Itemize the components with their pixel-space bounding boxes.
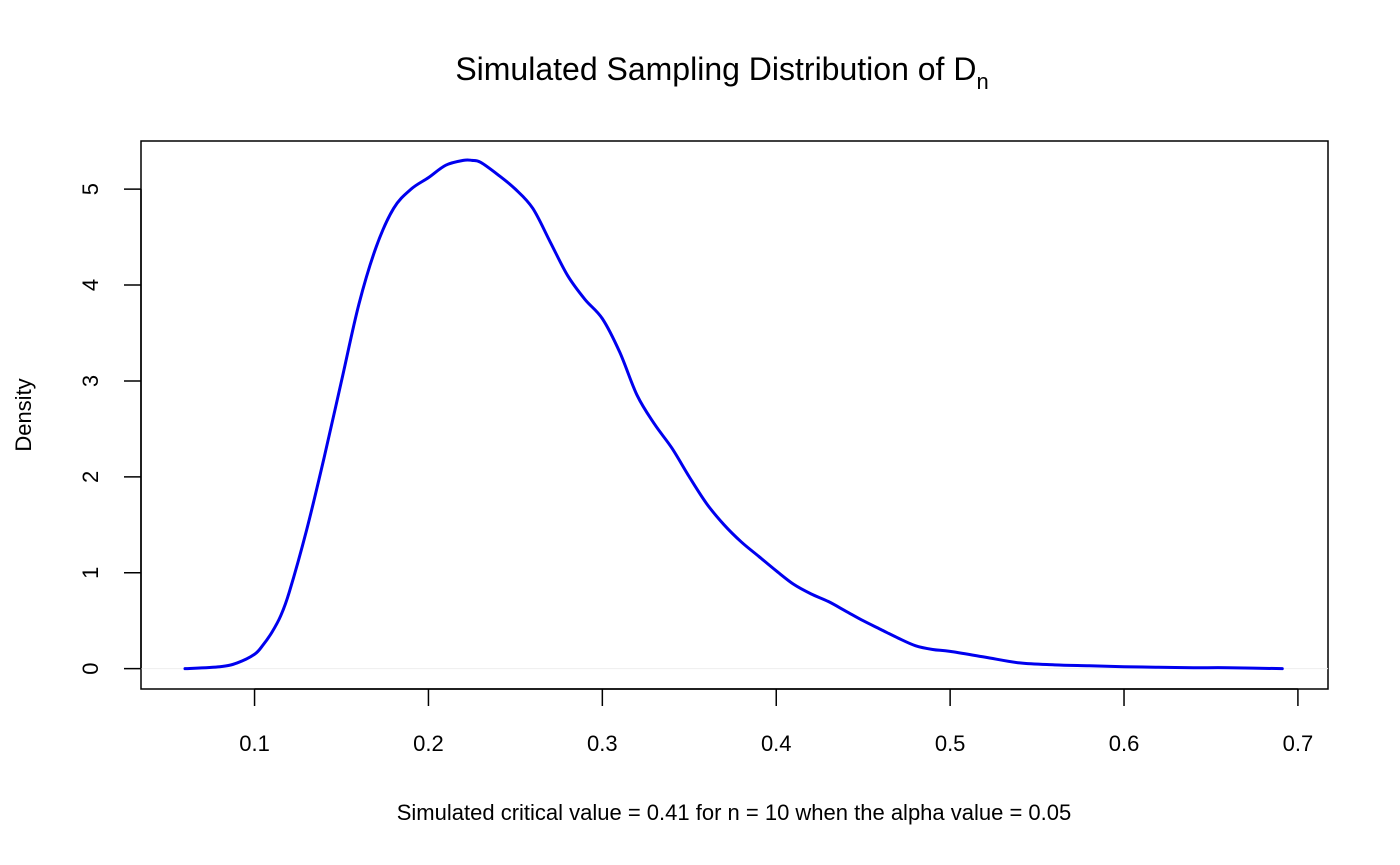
x-tick-label: 0.3 <box>587 731 618 756</box>
x-tick-label: 0.4 <box>761 731 792 756</box>
plot-frame <box>140 140 1329 690</box>
y-axis: 0 1 2 3 4 5 <box>78 183 142 675</box>
x-tick-label: 0.1 <box>239 731 270 756</box>
x-tick-label: 0.7 <box>1283 731 1314 756</box>
y-axis-label: Density <box>11 378 36 451</box>
chart-title-subscript: n <box>976 69 988 94</box>
y-tick-label: 3 <box>78 375 103 387</box>
chart-title-main: Simulated Sampling Distribution of D <box>455 51 976 87</box>
chart-title: Simulated Sampling Distribution of Dn <box>455 51 988 94</box>
x-axis-label: Simulated critical value = 0.41 for n = … <box>397 800 1072 825</box>
x-tick-label: 0.5 <box>935 731 966 756</box>
x-axis: 0.1 0.2 0.3 0.4 0.5 0.6 0.7 <box>239 688 1314 756</box>
y-tick-label: 4 <box>78 279 103 291</box>
y-tick-label: 0 <box>78 663 103 675</box>
y-tick-label: 2 <box>78 471 103 483</box>
x-tick-label: 0.6 <box>1109 731 1140 756</box>
y-tick-label: 5 <box>78 183 103 195</box>
series-layer <box>183 158 1284 671</box>
y-tick-label: 1 <box>78 567 103 579</box>
density-curve-0 <box>183 158 1284 671</box>
x-tick-label: 0.2 <box>413 731 444 756</box>
